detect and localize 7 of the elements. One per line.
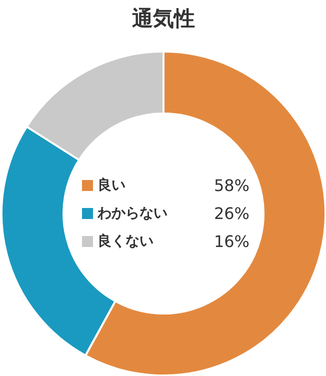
data-label: 26%: [214, 204, 250, 223]
data-label: 16%: [214, 232, 250, 251]
data-label: 58%: [214, 176, 250, 195]
chart-title: 通気性: [131, 6, 195, 30]
legend-label: わからない: [96, 206, 168, 222]
legend-label: 良い: [98, 176, 126, 194]
legend-label: 良くない: [98, 232, 154, 250]
